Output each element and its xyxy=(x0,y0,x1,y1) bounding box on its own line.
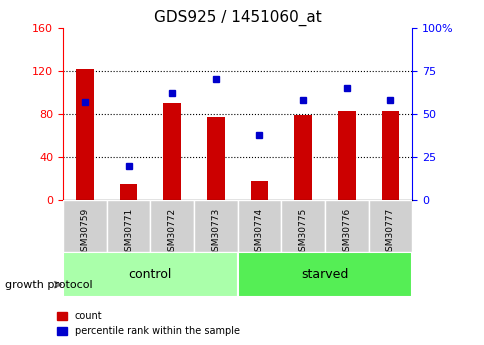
Bar xyxy=(163,103,181,200)
FancyBboxPatch shape xyxy=(237,252,411,297)
Text: starved: starved xyxy=(301,268,348,281)
Text: GSM30776: GSM30776 xyxy=(342,208,350,257)
Text: control: control xyxy=(128,268,172,281)
Text: GSM30771: GSM30771 xyxy=(124,208,133,257)
Bar xyxy=(381,111,398,200)
FancyBboxPatch shape xyxy=(63,252,237,297)
Legend: count, percentile rank within the sample: count, percentile rank within the sample xyxy=(53,307,243,340)
FancyBboxPatch shape xyxy=(63,200,106,252)
FancyBboxPatch shape xyxy=(106,200,150,252)
Bar xyxy=(250,181,268,200)
Text: GSM30777: GSM30777 xyxy=(385,208,394,257)
FancyBboxPatch shape xyxy=(368,200,411,252)
Text: GSM30759: GSM30759 xyxy=(80,208,89,257)
Bar xyxy=(294,115,311,200)
Text: growth protocol: growth protocol xyxy=(5,280,92,289)
FancyBboxPatch shape xyxy=(281,200,324,252)
Bar xyxy=(337,111,355,200)
Text: GSM30773: GSM30773 xyxy=(211,208,220,257)
FancyBboxPatch shape xyxy=(194,200,237,252)
FancyBboxPatch shape xyxy=(237,200,281,252)
Bar xyxy=(76,69,93,200)
Bar xyxy=(207,117,224,200)
FancyBboxPatch shape xyxy=(324,200,368,252)
Bar xyxy=(120,184,137,200)
Text: GSM30775: GSM30775 xyxy=(298,208,307,257)
FancyBboxPatch shape xyxy=(150,200,194,252)
Title: GDS925 / 1451060_at: GDS925 / 1451060_at xyxy=(153,10,321,26)
Text: GSM30774: GSM30774 xyxy=(255,208,263,257)
Text: GSM30772: GSM30772 xyxy=(167,208,176,257)
